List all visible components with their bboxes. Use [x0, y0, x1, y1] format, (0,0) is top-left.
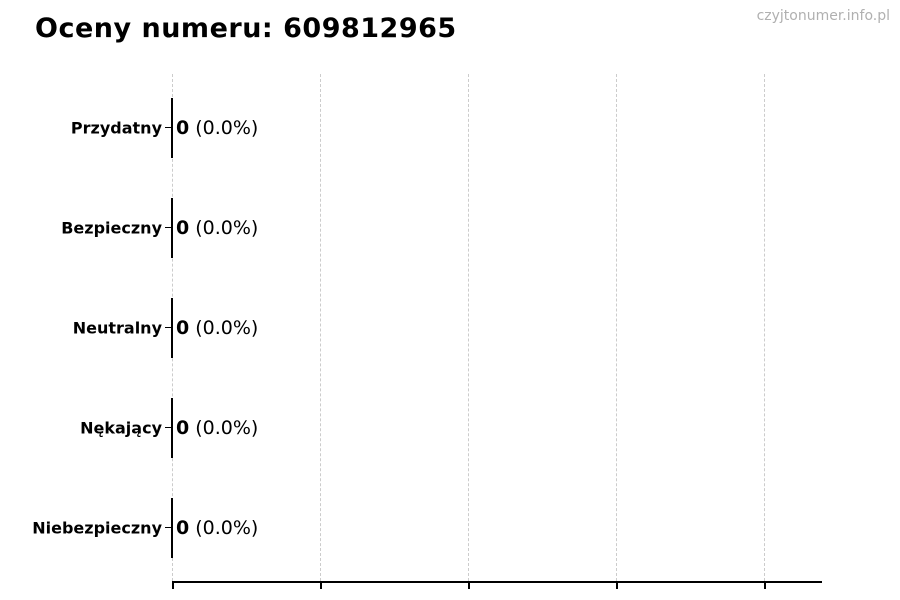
y-axis-tick — [165, 227, 172, 228]
y-axis-tick — [165, 527, 172, 528]
value-annotation: 0 (0.0%) — [176, 417, 258, 439]
gridline — [320, 74, 321, 581]
category-label: Niebezpieczny — [32, 518, 162, 538]
bar-outline — [171, 98, 173, 158]
bar-row: Niebezpieczny 0 (0.0%) — [32, 478, 822, 578]
category-label: Nękający — [80, 418, 162, 438]
gridline — [468, 74, 469, 581]
value-percent: (0.0%) — [195, 517, 259, 539]
value-count: 0 — [176, 517, 190, 539]
value-count: 0 — [176, 417, 190, 439]
x-axis-tick — [764, 583, 766, 589]
value-annotation: 0 (0.0%) — [176, 217, 258, 239]
value-count: 0 — [176, 117, 190, 139]
value-percent: (0.0%) — [195, 317, 259, 339]
value-percent: (0.0%) — [195, 117, 259, 139]
y-axis-tick — [165, 327, 172, 328]
x-axis-tick — [172, 583, 174, 589]
plot-area: Przydatny 0 (0.0%) Bezpieczny 0 (0.0%) Neu… — [32, 74, 822, 589]
x-axis-tick — [320, 583, 322, 589]
bar-outline — [171, 198, 173, 258]
category-label: Przydatny — [70, 118, 162, 138]
x-axis-tick — [616, 583, 618, 589]
value-annotation: 0 (0.0%) — [176, 517, 258, 539]
bar-row: Bezpieczny 0 (0.0%) — [61, 178, 822, 278]
bar-outline — [171, 498, 173, 558]
value-count: 0 — [176, 217, 190, 239]
category-label: Neutralny — [72, 318, 162, 338]
bar-row: Nękający 0 (0.0%) — [80, 378, 822, 478]
value-annotation: 0 (0.0%) — [176, 317, 258, 339]
y-axis-tick — [165, 127, 172, 128]
value-percent: (0.0%) — [195, 417, 259, 439]
watermark-link[interactable]: czyjtonumer.info.pl — [756, 8, 890, 24]
gridline — [764, 74, 765, 581]
x-axis-tick — [468, 583, 470, 589]
bar-row: Przydatny 0 (0.0%) — [71, 78, 822, 178]
chart-title: Oceny numeru: 609812965 — [35, 13, 457, 44]
value-percent: (0.0%) — [195, 217, 259, 239]
bar-row: Neutralny 0 (0.0%) — [73, 278, 822, 378]
y-axis-tick — [165, 427, 172, 428]
bar-outline — [171, 398, 173, 458]
value-count: 0 — [176, 317, 190, 339]
bar-outline — [171, 298, 173, 358]
value-annotation: 0 (0.0%) — [176, 117, 258, 139]
category-label: Bezpieczny — [61, 218, 162, 238]
gridline — [616, 74, 617, 581]
